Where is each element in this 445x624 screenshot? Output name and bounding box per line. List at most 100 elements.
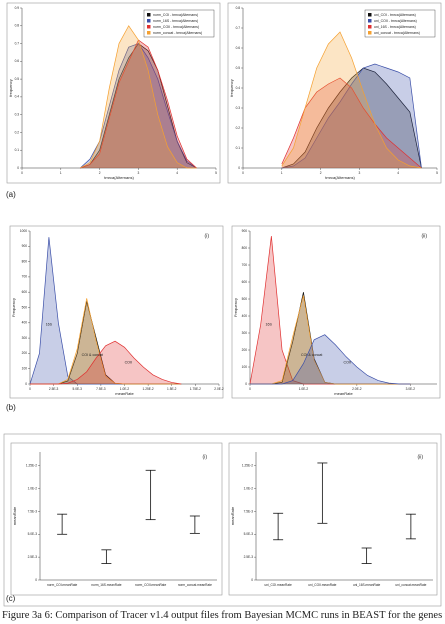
y-tick-label: 0.5 [236, 66, 241, 70]
y-tick-label: 0 [25, 382, 27, 386]
density-line [250, 295, 411, 385]
x-tick-label: 1 [281, 171, 283, 175]
y-tick-label: 100 [242, 365, 248, 369]
x-tick-label: uni_COII.meanRate [308, 583, 336, 587]
y-tick-label: 0 [245, 382, 247, 386]
x-tick-label: 0 [249, 387, 251, 391]
legend-label: norm_16S - tmrca(Alternans) [153, 19, 198, 23]
density-fill [250, 292, 411, 384]
x-tick-label: 1.75E-2 [190, 387, 201, 391]
legend-swatch [147, 25, 151, 29]
x-tick-label: norm_16S.meanRate [91, 583, 122, 587]
y-tick-label: 0.1 [15, 148, 20, 152]
density-line [281, 63, 422, 169]
legend-swatch [368, 13, 372, 17]
density-fill [281, 64, 422, 168]
y-tick-label: 0.2 [15, 130, 20, 134]
x-tick-label: 3.0E-2 [406, 387, 416, 391]
annotation: 16S [265, 322, 272, 326]
y-tick-label: 0.4 [15, 95, 20, 99]
y-tick-label: 0.8 [15, 24, 20, 28]
y-tick-label: 7.5E-3 [28, 509, 38, 513]
x-tick-label: 1.25E-2 [143, 387, 154, 391]
legend-swatch [147, 31, 151, 35]
y-tick-label: 800 [242, 246, 248, 250]
y-tick-label: 200 [242, 348, 248, 352]
y-tick-label: 0.5 [15, 77, 20, 81]
y-tick-label: 0.7 [15, 41, 20, 45]
density-fill [80, 43, 197, 169]
y-tick-label: 0 [238, 166, 240, 170]
y-tick-label: 0.7 [236, 26, 241, 30]
x-tick-label: 2 [99, 171, 101, 175]
legend-label: norm_COI - tmrca(Alternans) [153, 13, 198, 17]
legend-label: uni_COI - tmrca(Alternans) [374, 13, 416, 17]
y-axis-label: frequency [229, 79, 234, 97]
y-tick-label: 1.0E-2 [244, 486, 254, 490]
chart-frame [9, 225, 224, 399]
annotation: 16S [46, 322, 53, 326]
y-tick-label: 200 [22, 351, 28, 355]
y-tick-label: 0 [35, 578, 37, 582]
panel-label: (c) [6, 594, 16, 603]
density-fill [281, 78, 422, 168]
density-line [80, 25, 197, 169]
panel-label: (ii) [421, 233, 427, 239]
y-tick-label: 400 [242, 314, 248, 318]
y-tick-label: 2.5E-3 [244, 555, 254, 559]
y-tick-label: 100 [22, 367, 28, 371]
panel-label: (i) [205, 233, 210, 239]
legend-label: uni_16S - tmrca(Alternans) [374, 25, 416, 29]
density-fill [281, 32, 422, 168]
annotation: COII [344, 361, 351, 365]
legend-box [143, 9, 215, 38]
x-axis-label: meanRate [334, 391, 353, 396]
x-tick-label: 0 [242, 171, 244, 175]
y-tick-label: 2.5E-3 [28, 555, 38, 559]
x-tick-label: 5 [215, 171, 217, 175]
annotation: COI & concat [301, 353, 322, 357]
legend-swatch [368, 31, 372, 35]
y-tick-label: 500 [22, 305, 28, 309]
panel-label: (a) [6, 190, 16, 199]
density-line [281, 67, 422, 169]
x-tick-label: 7.5E-3 [96, 387, 106, 391]
y-tick-label: 300 [242, 331, 248, 335]
x-tick-label: 0 [29, 387, 31, 391]
y-tick-label: 0.3 [15, 113, 20, 117]
x-tick-label: 2.0E-2 [214, 387, 224, 391]
x-tick-label: 4 [397, 171, 399, 175]
figure: (a) (b) (c) (i) 0 0.1 0.2 0.3 0.4 0.5 0.6 0.7 0.8… [3, 2, 442, 607]
y-tick-label: 0.1 [236, 146, 241, 150]
density-line [281, 31, 422, 169]
legend-swatch [147, 13, 151, 17]
y-tick-label: 300 [22, 336, 28, 340]
y-tick-label: 400 [22, 321, 28, 325]
panel-c-frame [3, 433, 442, 607]
chart-frame [6, 2, 221, 184]
density-fill [80, 40, 197, 168]
y-tick-label: 0.9 [15, 6, 20, 10]
y-tick-label: 600 [22, 290, 28, 294]
y-tick-label: 500 [242, 297, 248, 301]
x-axis-label: tmrca(Alternans) [325, 175, 355, 180]
annotation: COII [125, 361, 132, 365]
legend-box [364, 9, 436, 38]
y-tick-label: 0.6 [236, 46, 241, 50]
legend-label: uni_COII - tmrca(Alternans) [374, 19, 417, 23]
chart-frame [10, 442, 223, 596]
x-tick-label: norm_concat.meanRate [178, 583, 212, 587]
y-tick-label: 5.0E-3 [28, 532, 38, 536]
density-fill [30, 237, 182, 384]
x-tick-label: norm_COII.meanRate [135, 583, 166, 587]
legend-label: norm_COII - tmrca(Alternans) [153, 25, 199, 29]
legend-swatch [147, 19, 151, 23]
x-tick-label: 3 [138, 171, 140, 175]
y-tick-label: 0.6 [15, 59, 20, 63]
y-tick-label: 700 [242, 263, 248, 267]
chart-frame [231, 225, 441, 399]
x-tick-label: uni_COI.meanRate [264, 583, 292, 587]
panel-label: (i) [203, 454, 208, 460]
x-axis-label: meanRate [115, 391, 134, 396]
